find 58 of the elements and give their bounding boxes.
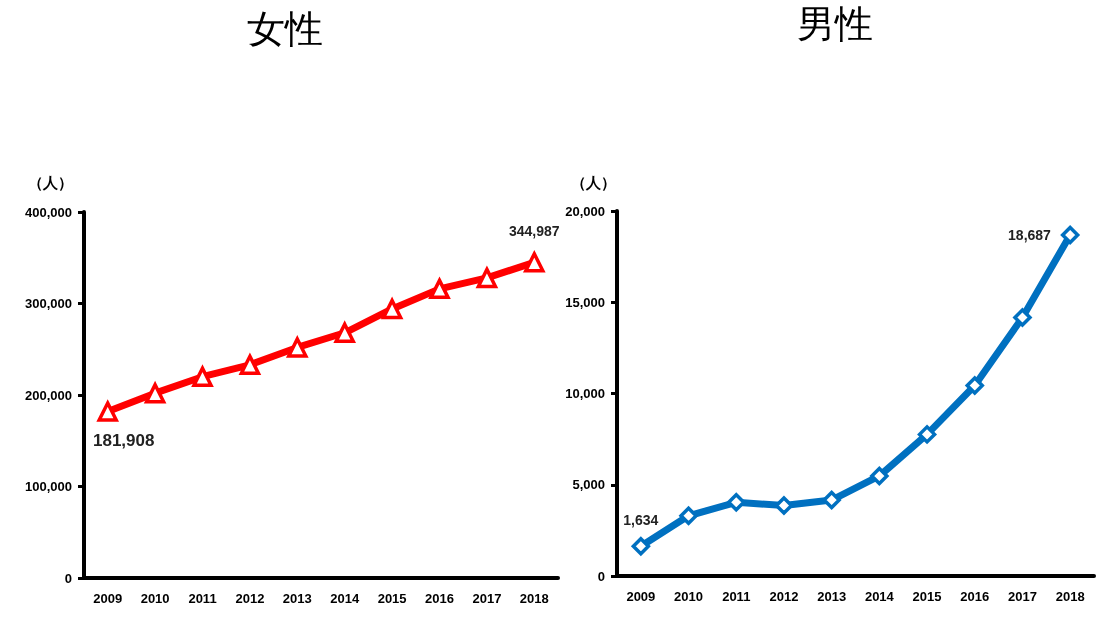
y-tick-label: 0 <box>64 570 72 586</box>
point <box>192 366 213 387</box>
chart-title: 男性 <box>796 3 873 45</box>
data-label: 344,987 <box>509 223 560 240</box>
y-tick-label: 20,000 <box>565 203 605 219</box>
y-tick-label: 10,000 <box>565 386 605 401</box>
x-tick-label: 2013 <box>817 589 847 604</box>
x-tick-label: 2016 <box>425 591 454 606</box>
y-tick-label: 100,000 <box>25 479 72 494</box>
y-tick-label: 5,000 <box>572 477 605 493</box>
point <box>1013 308 1032 327</box>
point <box>727 493 746 512</box>
data-label: 1,634 <box>623 511 659 528</box>
x-tick-label: 2017 <box>1007 589 1037 604</box>
point <box>475 265 499 289</box>
point <box>917 425 937 444</box>
point <box>1060 225 1080 245</box>
x-tick-label: 2009 <box>626 589 656 604</box>
y-tick-label: 200,000 <box>25 387 72 403</box>
data-label: 18,687 <box>1008 226 1052 243</box>
point <box>631 536 651 556</box>
point <box>679 506 698 526</box>
x-tick-label: 2010 <box>140 591 170 606</box>
x-tick-label: 2012 <box>769 589 799 604</box>
point <box>143 380 167 404</box>
x-tick-label: 2013 <box>282 591 312 606</box>
x-tick-label: 2011 <box>722 589 751 604</box>
x-tick-label: 2018 <box>519 591 549 606</box>
x-tick-label: 2017 <box>472 591 502 606</box>
x-tick-label: 2015 <box>912 589 942 604</box>
x-tick-label: 2012 <box>235 591 265 606</box>
y-axis-title: （人） <box>571 174 616 191</box>
y-tick-label: 0 <box>597 568 605 584</box>
point <box>524 252 545 273</box>
x-tick-label: 2014 <box>330 591 360 606</box>
point <box>965 376 984 395</box>
point <box>822 490 841 510</box>
point <box>238 352 262 376</box>
x-tick-label: 2014 <box>864 589 895 604</box>
x-tick-label: 2009 <box>93 591 123 606</box>
x-tick-label: 2018 <box>1055 589 1085 604</box>
y-tick-label: 15,000 <box>565 294 605 310</box>
point <box>97 401 118 422</box>
point <box>333 320 356 344</box>
point <box>870 466 889 486</box>
y-tick-label: 400,000 <box>25 204 72 220</box>
x-tick-label: 2016 <box>960 589 990 604</box>
point <box>774 496 794 515</box>
point <box>380 296 404 320</box>
chart-title: 女性 <box>247 8 323 50</box>
y-tick-label: 300,000 <box>25 296 72 311</box>
y-axis-title: （人） <box>28 174 73 191</box>
x-tick-label: 2015 <box>377 591 407 606</box>
point <box>428 276 451 300</box>
x-tick-label: 2010 <box>674 589 704 604</box>
data-label: 181,908 <box>92 430 155 450</box>
point <box>287 337 308 358</box>
x-tick-label: 2011 <box>188 591 217 606</box>
